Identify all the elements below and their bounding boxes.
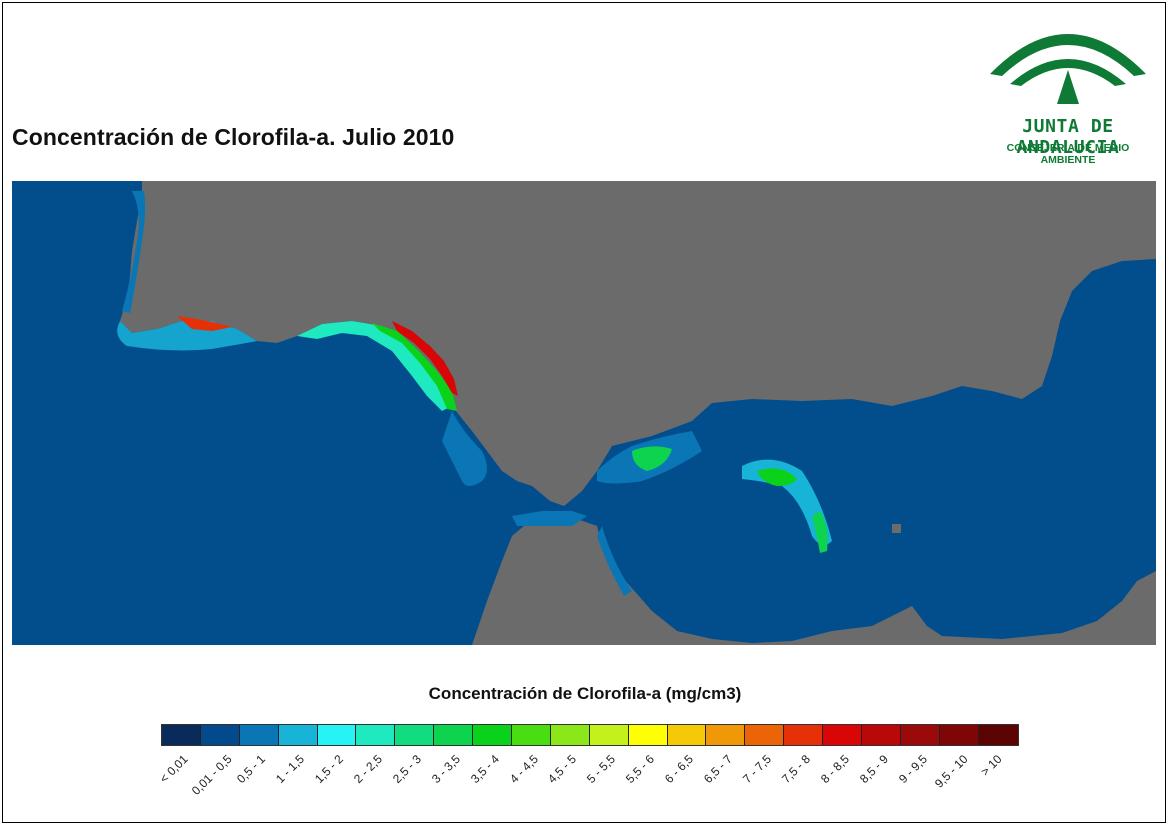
legend-swatch	[356, 725, 396, 745]
map-title: Concentración de Clorofila-a. Julio 2010	[12, 124, 455, 150]
legend-label: 6,5 - 7	[701, 752, 736, 786]
legend-label: > 10	[977, 752, 1005, 779]
legend-label: 8,5 - 9	[856, 752, 891, 786]
legend-color-bar	[161, 724, 1019, 746]
land-north-africa	[472, 519, 1156, 645]
legend-swatch	[317, 725, 357, 745]
legend-swatch	[239, 725, 279, 745]
legend-swatch	[628, 725, 668, 745]
legend-swatch	[823, 725, 863, 745]
legend-label: 1 - 1,5	[273, 752, 308, 786]
legend-swatch	[278, 725, 318, 745]
legend-label: 9,5 - 10	[931, 752, 971, 791]
legend-swatch	[162, 725, 201, 745]
legend-label: 4,5 - 5	[545, 752, 580, 786]
legend-label: 8 - 8,5	[817, 752, 852, 786]
legend-swatch	[395, 725, 435, 745]
legend-label: 7,5 - 8	[778, 752, 813, 786]
legend-swatch	[512, 725, 551, 745]
legend-label: 6 - 6,5	[662, 752, 697, 786]
legend-label: 4 - 4,5	[506, 752, 541, 786]
logo-emblem-icon	[990, 34, 1146, 104]
legend-swatch	[473, 725, 513, 745]
legend-label: 3 - 3,5	[428, 752, 463, 786]
legend-swatch	[706, 725, 746, 745]
legend-swatch	[589, 725, 629, 745]
legend-title: Concentración de Clorofila-a (mg/cm3)	[428, 684, 742, 703]
legend-swatch	[667, 725, 707, 745]
chlorophyll-map	[12, 181, 1156, 645]
legend-swatch	[434, 725, 474, 745]
map-svg	[117, 181, 1156, 645]
legend-label: 9 - 9,5	[895, 752, 930, 786]
legend-label: < 0,01	[156, 752, 191, 786]
land-iberia	[120, 181, 1156, 506]
legend-label: 0,5 - 1	[234, 752, 269, 786]
legend-swatch	[862, 725, 901, 745]
legend-label: 2 - 2,5	[350, 752, 385, 786]
legend-swatch	[900, 725, 940, 745]
legend-label: 0,01 - 0,5	[188, 752, 235, 798]
legend-label: 1,5 - 2	[312, 752, 347, 786]
legend-label: 5 - 5,5	[584, 752, 619, 786]
logo-name: JUNTA DE ANDALUCIA	[1016, 116, 1120, 158]
legend-label: 3,5 - 4	[467, 752, 502, 786]
legend-label: 2,5 - 3	[389, 752, 424, 786]
logo-department: CONSEJERÍA DE MEDIO AMBIENTE	[1006, 142, 1130, 166]
legend-swatch	[978, 725, 1018, 745]
legend-swatch	[200, 725, 240, 745]
legend-swatch	[939, 725, 979, 745]
legend-swatch	[784, 725, 824, 745]
legend-swatch	[745, 725, 785, 745]
legend-swatch	[550, 725, 590, 745]
junta-andalucia-logo: JUNTA DE ANDALUCIA CONSEJERÍA DE MEDIO A…	[978, 14, 1158, 166]
legend-label: 5,5 - 6	[623, 752, 658, 786]
legend-label: 7 - 7,5	[739, 752, 774, 786]
